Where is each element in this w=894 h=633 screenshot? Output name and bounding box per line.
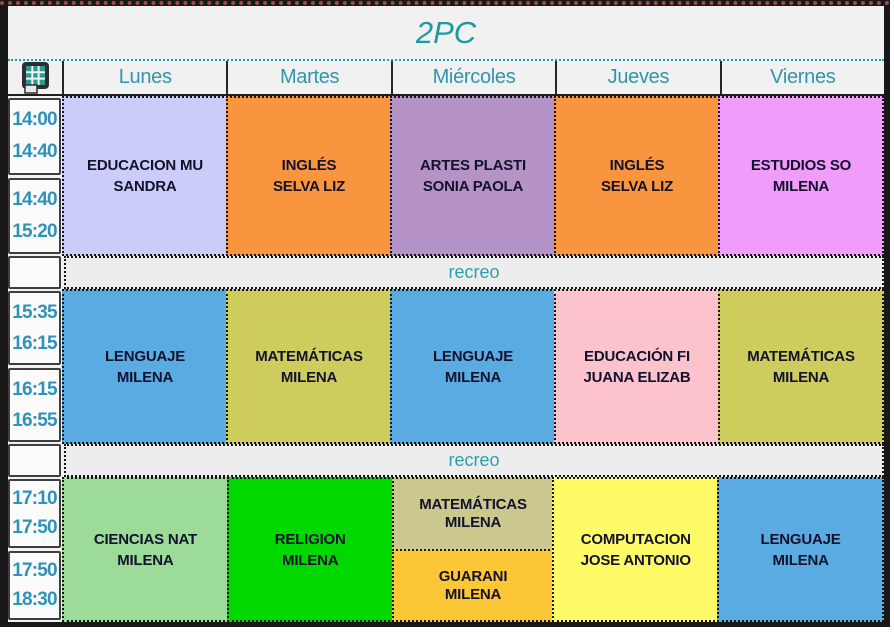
class-cell-miercoles-3b[interactable]: GUARANI MILENA: [391, 548, 555, 622]
class-cell-viernes-3[interactable]: LENGUAJE MILENA: [717, 477, 884, 622]
teacher-label: SONIA PAOLA: [422, 178, 524, 195]
recreo-row-2: recreo: [8, 444, 884, 477]
time-value: 14:00: [12, 109, 57, 131]
subject-label: CIENCIAS NAT: [93, 530, 197, 548]
class-cell-miercoles-3a[interactable]: MATEMÁTICAS MILENA: [391, 477, 555, 551]
class-cell-miercoles-1[interactable]: ARTES PLASTI SONIA PAOLA: [390, 96, 556, 256]
time-slot: 14:40 15:20: [8, 177, 61, 254]
class-cell-jueves-3[interactable]: COMPUTACION JOSE ANTONIO: [552, 477, 720, 622]
class-cell-martes-3[interactable]: RELIGION MILENA: [226, 477, 394, 622]
header-row: Lunes Martes Miércoles Jueves Viernes: [8, 59, 884, 96]
title-row: 2PC: [8, 6, 884, 59]
class-cell-martes-2[interactable]: MATEMÁTICAS MILENA: [226, 289, 392, 444]
timetable-block-2: 15:35 16:15 16:15 16:55 LENGUAJE MILENA …: [8, 289, 884, 444]
day-header-jueves: Jueves: [557, 61, 722, 94]
teacher-label: MILENA: [772, 368, 830, 386]
calendar-grid-icon: [21, 62, 49, 94]
subject-label: ARTES PLASTI: [420, 157, 526, 174]
class-cell-miercoles-3-split: MATEMÁTICAS MILENA GUARANI MILENA: [391, 477, 555, 622]
subject-label: EDUCACION MU: [87, 157, 203, 174]
teacher-label: MILENA: [116, 368, 174, 386]
recreo-row-1: recreo: [8, 256, 884, 289]
timetable: 2PC Lunes Martes Miércoles Jueves Vierne…: [8, 6, 884, 622]
teacher-label: SANDRA: [113, 178, 177, 195]
empty-time-cell: [8, 444, 61, 477]
class-cell-jueves-1[interactable]: INGLÉS SELVA LIZ: [554, 96, 720, 256]
subject-label: MATEMÁTICAS: [419, 496, 527, 514]
class-cell-lunes-2[interactable]: LENGUAJE MILENA: [62, 289, 228, 444]
teacher-label: MILENA: [772, 551, 829, 569]
time-column: 17:10 17:50 17:50 18:30: [8, 477, 64, 622]
day-header-miercoles: Miércoles: [393, 61, 558, 94]
teacher-label: MILENA: [444, 585, 502, 603]
time-value: 14:40: [12, 188, 57, 210]
timetable-block-3: 17:10 17:50 17:50 18:30 CIENCIAS NAT MIL…: [8, 477, 884, 622]
subject-label: COMPUTACION: [580, 530, 691, 548]
time-value: 17:10: [12, 488, 57, 510]
teacher-label: MILENA: [280, 368, 338, 386]
subject-label: GUARANI: [438, 567, 508, 585]
teacher-label: JOSE ANTONIO: [580, 551, 691, 569]
subject-label: LENGUAJE: [760, 530, 841, 548]
time-value: 16:15: [12, 332, 57, 354]
class-cell-jueves-2[interactable]: EDUCACIÓN FI JUANA ELIZAB: [554, 289, 720, 444]
subject-label: MATEMÁTICAS: [747, 347, 855, 365]
empty-time-cell: [8, 256, 61, 289]
teacher-label: SELVA LIZ: [600, 178, 674, 195]
class-cell-lunes-3[interactable]: CIENCIAS NAT MILENA: [62, 477, 229, 622]
subject-label: MATEMÁTICAS: [255, 347, 363, 365]
subject-label: INGLÉS: [281, 157, 337, 174]
day-header-viernes: Viernes: [770, 66, 836, 88]
class-cell-viernes-1[interactable]: ESTUDIOS SO MILENA: [718, 96, 884, 256]
time-value: 16:55: [12, 409, 57, 431]
time-value: 14:40: [12, 141, 57, 163]
class-cell-viernes-2[interactable]: MATEMÁTICAS MILENA: [718, 289, 884, 444]
teacher-label: MILENA: [282, 551, 339, 569]
day-header-martes: Martes: [228, 61, 393, 94]
teacher-label: MILENA: [117, 551, 174, 569]
teacher-label: SELVA LIZ: [272, 178, 346, 195]
teacher-label: MILENA: [772, 178, 830, 195]
class-cell-martes-1[interactable]: INGLÉS SELVA LIZ: [226, 96, 392, 256]
time-slot: 15:35 16:15: [8, 291, 61, 365]
subject-label: INGLÉS: [609, 157, 665, 174]
subject-label: RELIGION: [274, 530, 346, 548]
top-dotted-divider: [0, 1, 890, 5]
timetable-block-1: 14:00 14:40 14:40 15:20 EDUCACION MU SAN…: [8, 96, 884, 256]
recreo-cell: recreo: [64, 444, 884, 477]
time-slot: 16:15 16:55: [8, 368, 61, 442]
subject-label: LENGUAJE: [432, 347, 514, 365]
time-value: 15:35: [12, 301, 57, 323]
time-value: 17:50: [12, 516, 57, 538]
time-column: 15:35 16:15 16:15 16:55: [8, 289, 64, 444]
time-value: 16:15: [12, 378, 57, 400]
class-cell-lunes-1[interactable]: EDUCACION MU SANDRA: [62, 96, 228, 256]
time-value: 17:50: [12, 560, 57, 582]
teacher-label: MILENA: [444, 368, 502, 386]
teacher-label: JUANA ELIZAB: [583, 368, 691, 386]
time-column: 14:00 14:40 14:40 15:20: [8, 96, 64, 256]
time-slot: 17:10 17:50: [8, 479, 61, 548]
calendar-icon-cell: [8, 61, 64, 94]
subject-label: EDUCACIÓN FI: [584, 347, 690, 365]
time-slot: 14:00 14:40: [8, 98, 61, 175]
recreo-cell: recreo: [64, 256, 884, 289]
class-cell-miercoles-2[interactable]: LENGUAJE MILENA: [390, 289, 556, 444]
teacher-label: MILENA: [444, 514, 502, 532]
subject-label: ESTUDIOS SO: [750, 157, 852, 174]
time-value: 18:30: [12, 588, 57, 610]
time-value: 15:20: [12, 220, 57, 242]
time-slot: 17:50 18:30: [8, 551, 61, 620]
subject-label: LENGUAJE: [104, 347, 186, 365]
page-title: 2PC: [415, 14, 477, 50]
day-header-lunes: Lunes: [64, 61, 229, 94]
